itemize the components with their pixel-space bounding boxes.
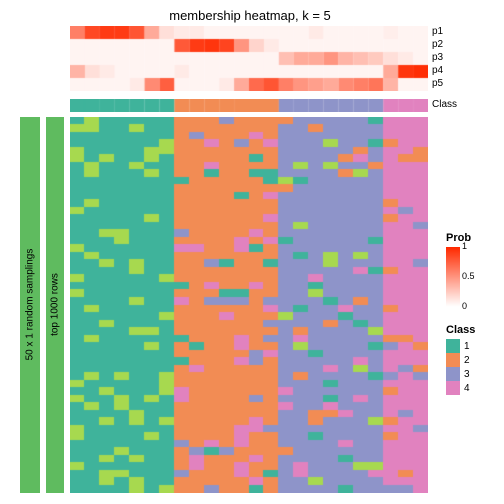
legend-class-item: 3 — [446, 367, 475, 381]
legend-class-label: 4 — [464, 383, 470, 394]
legend-class-item: 1 — [446, 339, 475, 353]
legend-swatch — [446, 367, 460, 381]
legend-prob-tick: 0 — [462, 301, 467, 311]
class-annotation-row — [70, 99, 428, 112]
p-label-p1: p1 — [432, 27, 443, 37]
legend-swatch — [446, 339, 460, 353]
legend-class-item: 4 — [446, 381, 475, 395]
class-row-label: Class — [432, 100, 457, 110]
legend-class-item: 2 — [446, 353, 475, 367]
p-label-p4: p4 — [432, 66, 443, 76]
chart-title: membership heatmap, k = 5 — [150, 8, 350, 23]
left-label-samplings: 50 x 1 random samplings — [25, 225, 36, 385]
legend-prob-colorbar — [446, 247, 460, 307]
legend-class-label: 1 — [464, 341, 470, 352]
legend-class-label: 2 — [464, 355, 470, 366]
p-annotation-heatmap — [70, 26, 428, 91]
legend-prob-tick: 0.5 — [462, 271, 475, 281]
left-label-rows: top 1000 rows — [50, 245, 61, 365]
legend-swatch — [446, 353, 460, 367]
main-heatmap — [70, 117, 428, 493]
p-label-p5: p5 — [432, 79, 443, 89]
legend-prob-title: Prob — [446, 232, 471, 244]
p-label-p2: p2 — [432, 40, 443, 50]
legend-prob-tick: 1 — [462, 241, 467, 251]
legend-class: Class 1 2 3 4 — [446, 324, 475, 395]
chart-root: membership heatmap, k = 5 50 x 1 random … — [0, 0, 504, 504]
legend-swatch — [446, 381, 460, 395]
legend-class-items: 1 2 3 4 — [446, 339, 475, 395]
legend-prob: Prob 10.50 — [446, 232, 471, 307]
legend-class-label: 3 — [464, 369, 470, 380]
p-label-p3: p3 — [432, 53, 443, 63]
legend-class-title: Class — [446, 324, 475, 336]
